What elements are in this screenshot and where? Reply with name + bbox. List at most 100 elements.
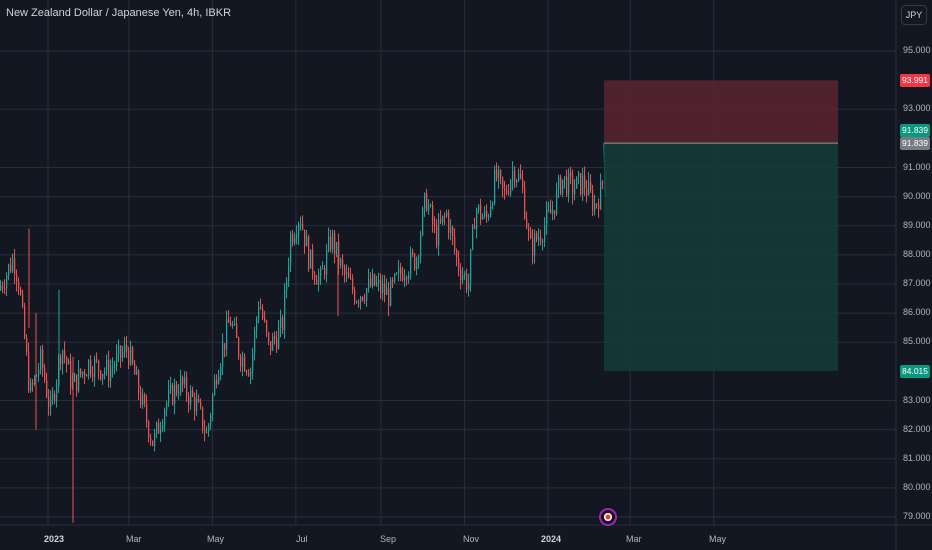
stop-loss-price-tag: 93.991 [900,74,930,87]
candle-body [12,258,14,272]
candle-body [148,421,150,438]
candle-body [48,396,50,407]
candle-body [230,322,232,326]
candle-body [260,307,262,309]
candle-body [190,390,192,405]
candle-body [2,285,4,289]
candle-body [20,289,22,295]
price-axis-label: 87.000 [903,278,931,288]
candle-body [592,190,594,211]
candle-body [100,370,102,379]
candle-body [312,249,314,274]
candle-body [250,370,252,376]
economic-event-icon[interactable] [599,508,617,526]
candle-body [52,393,54,400]
candle-body [316,280,318,285]
entry-price-tag: 91.839 [900,137,930,150]
candle-body [106,360,108,372]
candle-body [202,407,204,430]
candle-body [184,377,186,385]
candle-body [80,368,82,375]
candle-body [224,343,226,349]
candle-body [538,237,540,240]
candle-body [572,175,574,195]
candle-body [70,360,72,388]
candle-body [364,299,366,301]
candle-body [290,234,292,266]
candle-body [78,368,80,392]
candle-body [160,429,162,434]
candle-body [300,223,302,225]
candle-body [584,175,586,189]
candle-body [314,273,316,281]
currency-button[interactable]: JPY [901,5,927,25]
candle-body [348,272,350,278]
candle-body [582,175,584,194]
candle-body [248,372,250,376]
candle-body [406,277,408,280]
candle-body [342,259,344,268]
candle-body [452,226,454,237]
candle-body [436,226,438,246]
price-axis-label: 82.000 [903,423,931,434]
candle-body [182,376,184,385]
candle-body [116,353,118,366]
candle-body [438,219,440,246]
candle-body [276,339,278,349]
candle-body [334,233,336,254]
candle-body [378,280,380,283]
candle-body [96,358,98,361]
candle-body [516,180,518,183]
candle-body [266,320,268,333]
candle-body [304,229,306,247]
candle-body [162,424,164,430]
candle-body [220,366,222,376]
candle-body [514,170,516,183]
candle-body [14,258,16,275]
candle-body [210,415,212,425]
candle-body [216,379,218,384]
candle-body [464,273,466,276]
candle-body [268,332,270,342]
candle-body [166,403,168,411]
candle-body [444,215,446,217]
candle-body [232,324,234,326]
candle-body [46,380,48,397]
price-axis-label: 91.000 [903,161,931,172]
candle-body [126,344,128,351]
candle-body [238,337,240,357]
candle-body [24,306,26,338]
candle-body [366,288,368,301]
candle-body [518,173,520,181]
candle-body [576,176,578,189]
candle-body [384,284,386,295]
candle-body [256,318,258,331]
candle-body [296,235,298,238]
candle-body [588,181,590,195]
candle-body [136,370,138,375]
candle-body [416,259,418,270]
candle-body [504,188,506,191]
candle-body [286,281,288,291]
candle-body [536,233,538,240]
candle-body [396,273,398,275]
candle-body [222,343,224,367]
candle-body [322,268,324,270]
candle-body [564,176,566,180]
candle-body [62,350,64,365]
candle-body [450,226,452,233]
candle-body [324,268,326,275]
candle-body [542,241,544,243]
candle-body [374,274,376,285]
candle-body [434,224,436,227]
candle-body [262,308,264,318]
candle-body [6,275,8,289]
candle-body [502,177,504,189]
candle-body [392,279,394,282]
candle-body [84,372,86,376]
candle-body [226,319,228,349]
time-axis-label: 2023 [44,534,65,544]
candle-body [340,259,342,265]
